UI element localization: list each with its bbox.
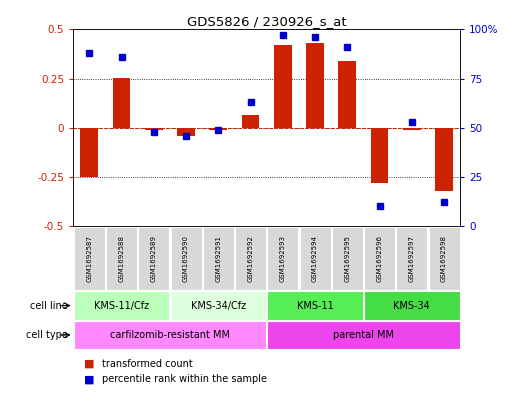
- Bar: [242, 115, 259, 128]
- Bar: [177, 128, 195, 136]
- Text: carfilzomib-resistant MM: carfilzomib-resistant MM: [110, 330, 230, 340]
- Bar: [267, 321, 460, 349]
- Text: KMS-11: KMS-11: [297, 301, 334, 310]
- Bar: [332, 227, 363, 290]
- Bar: [338, 61, 356, 128]
- Text: GSM1692590: GSM1692590: [183, 235, 189, 282]
- Bar: [435, 128, 453, 191]
- Text: GSM1692591: GSM1692591: [215, 235, 221, 282]
- Text: cell line: cell line: [30, 301, 68, 310]
- Text: GSM1692592: GSM1692592: [247, 235, 254, 282]
- Bar: [235, 227, 266, 290]
- Bar: [210, 128, 227, 130]
- Text: percentile rank within the sample: percentile rank within the sample: [102, 374, 267, 384]
- Bar: [170, 227, 201, 290]
- Text: GSM1692598: GSM1692598: [441, 235, 447, 282]
- Bar: [81, 128, 98, 177]
- Text: GSM1692589: GSM1692589: [151, 235, 157, 282]
- Bar: [267, 292, 363, 320]
- Text: KMS-34/Cfz: KMS-34/Cfz: [191, 301, 246, 310]
- Text: parental MM: parental MM: [333, 330, 394, 340]
- Bar: [74, 227, 105, 290]
- Bar: [74, 292, 169, 320]
- Text: GSM1692588: GSM1692588: [119, 235, 124, 282]
- Bar: [145, 128, 163, 130]
- Bar: [203, 227, 234, 290]
- Text: GSM1692597: GSM1692597: [409, 235, 415, 282]
- Text: GSM1692594: GSM1692594: [312, 235, 318, 282]
- Text: GSM1692593: GSM1692593: [280, 235, 286, 282]
- Text: cell type: cell type: [26, 330, 68, 340]
- Bar: [306, 43, 324, 128]
- Text: KMS-34: KMS-34: [393, 301, 430, 310]
- Bar: [74, 321, 266, 349]
- Text: GSM1692595: GSM1692595: [344, 235, 350, 282]
- Text: GSM1692587: GSM1692587: [86, 235, 93, 282]
- Text: ■: ■: [84, 358, 94, 369]
- Bar: [139, 227, 169, 290]
- Bar: [364, 227, 395, 290]
- Text: GSM1692596: GSM1692596: [377, 235, 383, 282]
- Bar: [371, 128, 389, 183]
- Title: GDS5826 / 230926_s_at: GDS5826 / 230926_s_at: [187, 15, 347, 28]
- Bar: [267, 227, 298, 290]
- Text: KMS-11/Cfz: KMS-11/Cfz: [94, 301, 149, 310]
- Bar: [429, 227, 460, 290]
- Bar: [106, 227, 137, 290]
- Bar: [403, 128, 420, 130]
- Bar: [364, 292, 460, 320]
- Bar: [274, 45, 292, 128]
- Bar: [300, 227, 331, 290]
- Text: transformed count: transformed count: [102, 358, 193, 369]
- Bar: [113, 77, 130, 128]
- Bar: [170, 292, 266, 320]
- Text: ■: ■: [84, 374, 94, 384]
- Bar: [396, 227, 427, 290]
